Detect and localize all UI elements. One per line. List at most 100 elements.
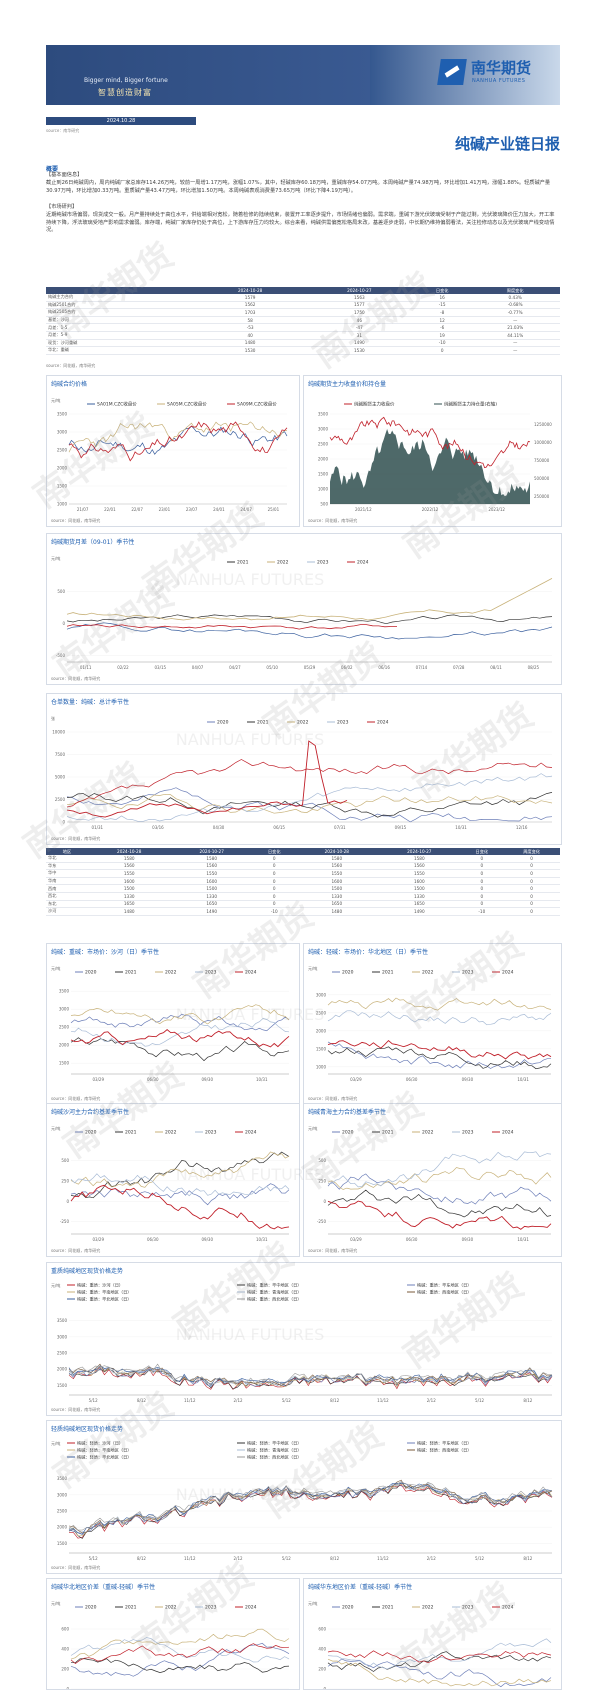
y-tick-label: 0 [323,1687,326,1690]
chart-title: 纯碱期货月差（09-01）季节性 [51,539,135,546]
series-line [328,1151,552,1188]
y2-tick-label: 500000 [534,476,550,481]
table-cell: 东北 [46,900,88,909]
y-tick-label: 3500 [57,412,68,417]
panel-spread-seasonal: 纯碱期货月差（09-01）季节性 元/吨 2021 2022 2023 2024 500 0… [46,533,562,685]
source-line: source：南华研究 [46,128,80,133]
legend-label: 2022 [165,1130,177,1136]
legend-label: 2020 [85,970,97,976]
series-line [70,1151,290,1188]
x-tick-label: 8/12 [137,1556,146,1561]
table-row: 华北：重碱 1530 1530 0— [46,346,560,355]
x-tick-label: 5/12 [282,1556,291,1561]
table-row: 沙河 1480 1490 -10 1480 1490 -10 0 [46,907,560,916]
series-line [66,793,553,814]
y-tick-label: 1500 [57,1541,68,1546]
legend-label: 2020 [342,970,354,976]
table-cell: 1600 [378,877,461,886]
series-line [70,1183,290,1206]
series-line [68,1483,553,1537]
series-line [327,1041,551,1069]
series-line [70,1184,290,1230]
y-tick-label: 600 [61,1627,69,1632]
table-cell: -0.68% [470,301,560,310]
x-tick-label: 06/15 [273,825,285,830]
table-row: 华中 1550 1550 0 1550 1550 0 0 [46,869,560,878]
y-tick-label: 2000 [316,1028,327,1033]
y-tick-label: 1000 [318,487,329,492]
table-cell: 1550 [170,869,253,878]
chart-title: 重质纯碱地区现货价格走势 [51,1268,124,1275]
y-tick-label: 3000 [57,430,68,435]
table-cell: 1530 [195,346,305,355]
y-unit-label: 元/吨 [308,965,317,971]
x-tick-label: 5/12 [89,1556,98,1561]
y-unit-label: 元/吨 [51,1440,60,1446]
x-tick-label: 2/12 [234,1398,243,1403]
y-tick-label: 400 [318,1647,326,1652]
legend-label: 纯碱：重质：沙河（日） [77,1282,123,1289]
panel-heavy-regional: 重质纯碱地区现货价格走势 元/吨 纯碱：重质：沙河（日） 纯碱：重质：华中地区（日）… [46,1262,562,1416]
table-cell: — [470,346,560,355]
panel-light-regional: 轻质纯碱地区现货价格走势 元/吨 纯碱：轻质：沙河（日） 纯碱：轻质：华中地区（日）… [46,1420,562,1574]
legend-label: 2023 [205,1605,217,1611]
x-tick-label: 10/31 [517,1237,529,1242]
table-cell: 西南 [46,884,88,893]
x-tick-label: 08/11 [490,665,502,670]
legend-label: 2020 [217,720,229,726]
table-header-cell: 日变化 [413,287,471,294]
series-line [66,578,553,621]
x-tick-label: 2/12 [427,1398,436,1403]
table-cell: 1650 [87,900,171,909]
table-cell: 1330 [170,892,253,901]
table-cell: 0 [503,855,560,863]
x-tick-label: 06/02 [341,665,353,670]
y-tick-label: 0 [323,1199,326,1204]
table-cell: 1480 [87,907,171,916]
table-cell: 现货：沙河重碱 [46,339,196,348]
table-row: 华东 1560 1560 0 1560 1560 0 0 [46,862,560,871]
x-tick-label: 06/16 [378,665,390,670]
x-tick-label: 07/28 [453,665,465,670]
series-line [70,1004,290,1025]
legend-label: 纯碱：重质：西北地区（日） [247,1296,301,1303]
legend-label: 2024 [502,1605,514,1611]
y-tick-label: -250 [317,1219,327,1224]
panel-warrant-seasonal: 仓单数量：纯碱：总计季节性 张 2020 2021 2022 2023 2024 10000… [46,693,562,845]
y-tick-label: 2500 [57,1509,68,1514]
y-tick-label: 2000 [318,457,329,462]
x-tick-label: 11/12 [184,1556,196,1561]
table-cell: 1560 [295,862,379,871]
legend-label: 2020 [342,1605,354,1611]
y-tick-label: 1500 [57,1383,68,1388]
y-tick-label: 600 [318,1627,326,1632]
legend-label: SA05M.CZC收盘价 [167,401,207,408]
y-tick-label: -250 [60,1219,70,1224]
table-cell: 0 [503,862,560,871]
table-cell: 纯碱2505合约 [46,308,196,317]
banner-slogan-cn: 智慧创造财富 [98,88,152,97]
table-cell: 1550 [378,869,461,878]
table-cell: 1500 [87,884,171,893]
shahe-basis-chart: 元/吨 2020 2021 2022 2023 2024 500 250 0 -250 03/29 0… [51,1125,290,1242]
table-cell: — [470,339,560,348]
series-line [70,1642,290,1677]
y-tick-label: 250 [61,1178,69,1183]
table-cell: 0 [503,869,560,878]
table-row: 西北 1330 1330 0 1330 1330 0 0 [46,892,560,901]
y-tick-label: 200 [61,1667,69,1672]
spread-seasonal-chart: 元/吨 2021 2022 2023 2024 500 0 -500 01/11 02/22 03/… [51,555,553,670]
series-line [70,1013,290,1032]
table-cell: 1650 [170,900,253,909]
table-cell: — [470,316,560,325]
table-row: 月差：5-9 40 31 19 44.11% [46,331,560,340]
y-unit-label: 元/吨 [51,555,60,561]
light-regional-chart: 元/吨 纯碱：轻质：沙河（日） 纯碱：轻质：华中地区（日） 纯碱：轻质：华东地区（日）… [51,1440,553,1561]
east-spread-chart: 元/吨 2020 2021 2022 2023 2024 600 400 200 0 [308,1600,552,1690]
series-line [327,1189,552,1218]
table-cell: 1550 [87,869,171,878]
x-tick-label: 10/31 [517,1077,529,1082]
north-spread-chart: 元/吨 2020 2021 2022 2023 2024 600 400 200 0 [51,1600,290,1689]
table-cell: 1577 [304,301,414,310]
y-unit-label: 张 [51,715,55,721]
